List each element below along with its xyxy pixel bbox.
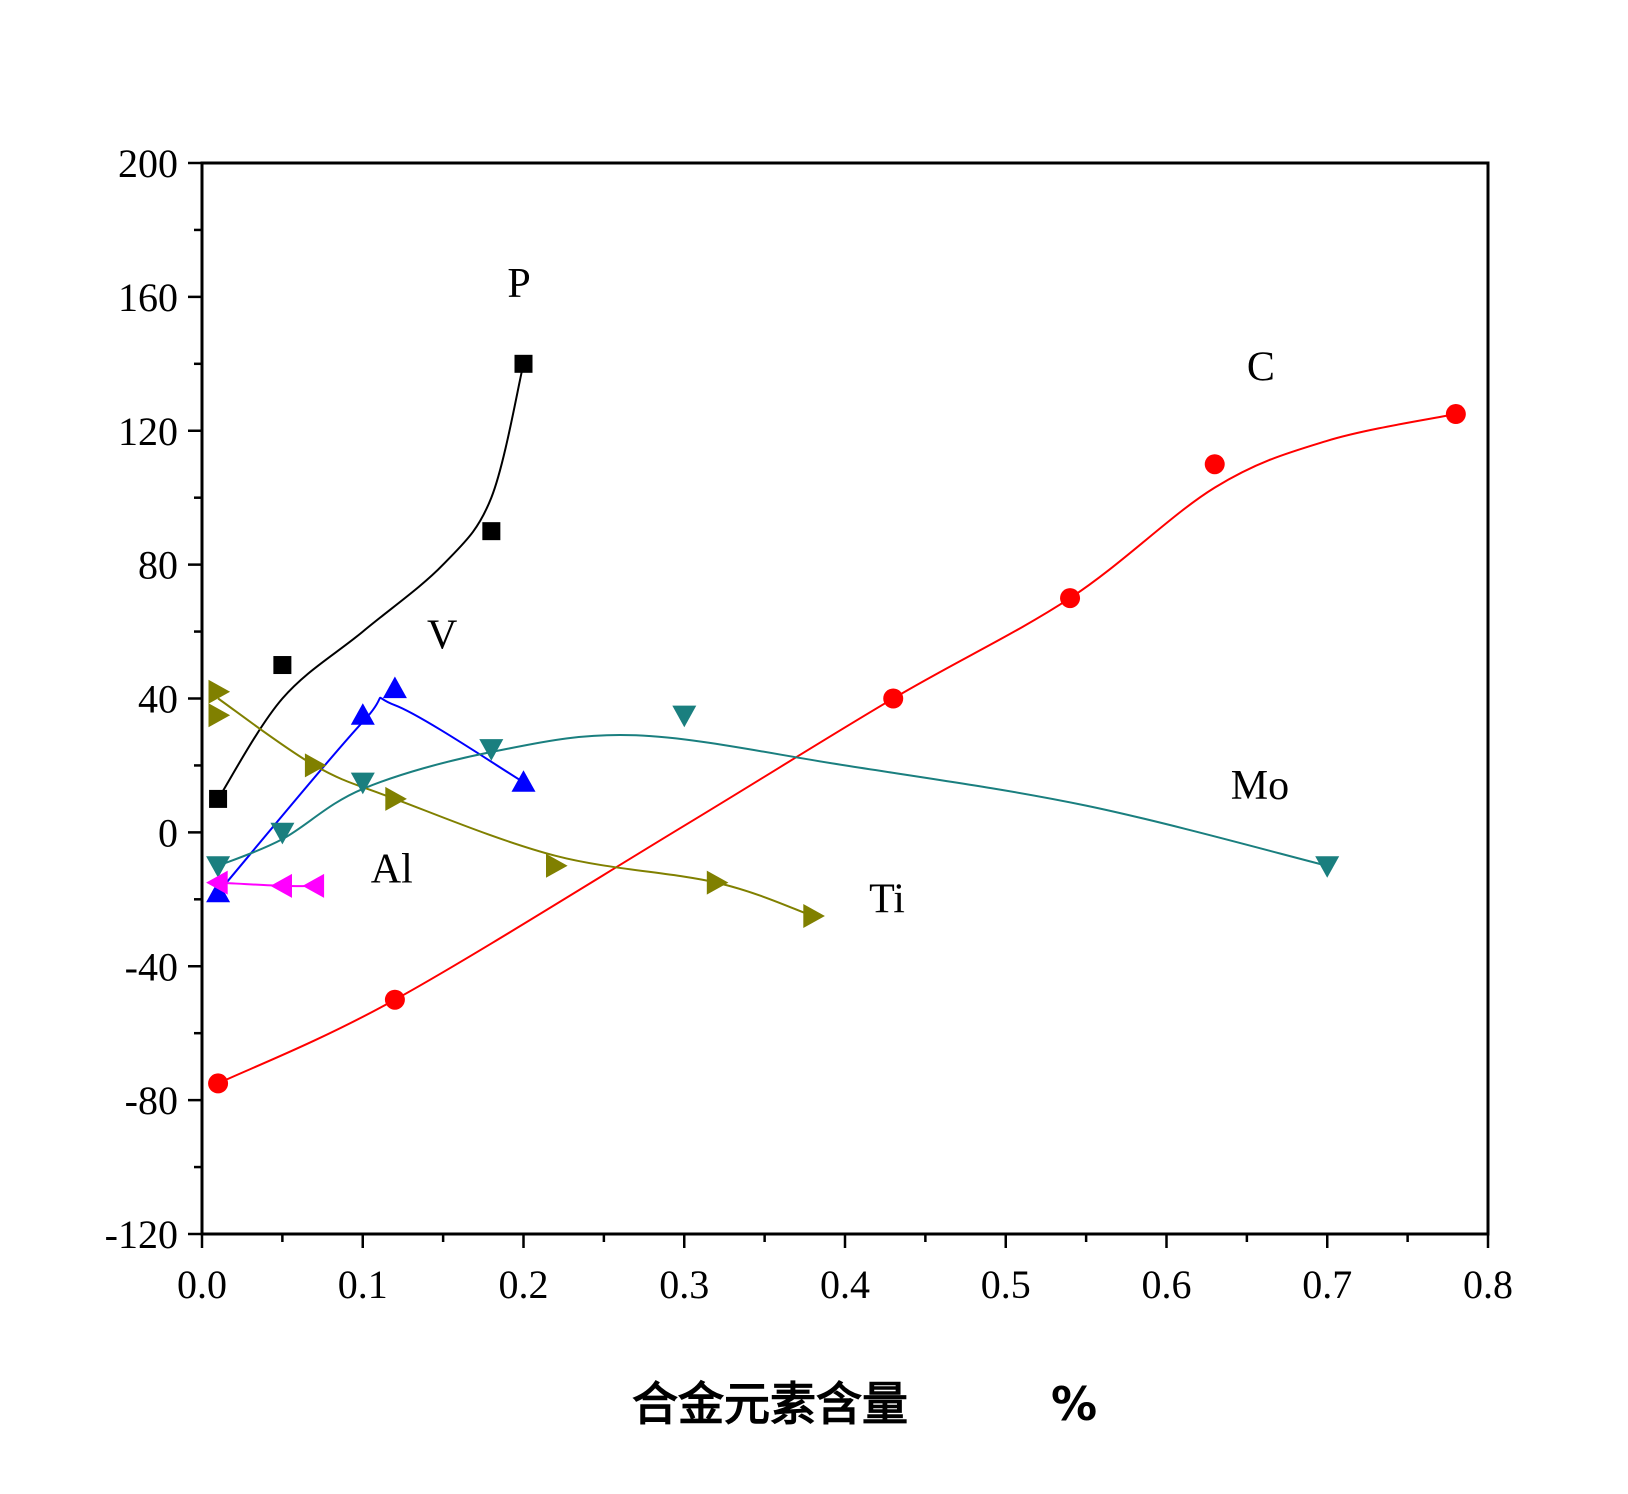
data-point-v [350,703,375,725]
y-tick-label: 80 [138,543,178,588]
data-point-mo [206,856,231,878]
series-label-ti: Ti [869,877,905,923]
data-point-p [209,789,228,808]
series-line-mo [217,734,1328,867]
x-tick-label: 0.3 [659,1262,709,1307]
series-label-al: Al [371,847,413,893]
data-point-c [1445,404,1466,425]
data-point-p [514,354,533,373]
data-point-mo [270,822,295,845]
data-point-mo [1315,856,1340,878]
data-point-c [1060,588,1081,609]
x-tick-label: 0.8 [1463,1262,1513,1307]
data-point-p [482,522,501,541]
x-tick-label: 0.2 [499,1262,549,1307]
fit-curves [217,363,1457,1085]
y-tick-label: 40 [138,677,178,722]
data-point-mo [479,739,504,761]
data-point-ti [706,870,729,895]
data-point-mo [672,705,697,728]
x-axis-label: 合金元素含量 [632,1377,908,1431]
y-tick-label: -80 [125,1078,178,1123]
series-label-p: P [507,261,530,307]
x-tick-label: 0.0 [177,1262,227,1307]
data-point-ti [208,703,231,728]
data-point-ti [803,904,825,928]
y-tick-label: 160 [118,275,178,320]
data-point-v [511,770,536,792]
data-point-ti [208,679,231,704]
series-line-p [217,363,525,800]
y-tick-label: 120 [118,409,178,454]
series-line-c [217,413,1457,1085]
data-point-v [382,676,407,699]
y-tick-label: 0 [158,810,178,855]
data-point-p [273,656,292,675]
data-point-ti [304,753,327,778]
y-tick-label: 200 [118,141,178,186]
y-tick-label: -120 [105,1212,178,1257]
x-axis-unit: % [1051,1377,1097,1431]
series-line-al [218,881,315,888]
data-point-al [270,873,292,898]
x-tick-label: 0.1 [338,1262,388,1307]
data-markers [206,354,1466,1094]
data-point-c [883,688,904,709]
data-point-c [208,1073,229,1094]
plot-frame [200,161,1490,1236]
data-point-ti [385,786,407,811]
x-tick-label: 0.6 [1142,1262,1192,1307]
data-point-c [1204,454,1225,475]
data-point-mo [350,772,375,795]
x-tick-label: 0.5 [981,1262,1031,1307]
data-point-v [206,880,231,903]
series-label-mo: Mo [1231,763,1289,809]
series-labels: P C V Mo Al Ti [371,261,1289,923]
data-point-c [384,989,405,1010]
axes: 0.0 0.1 0.2 0.3 0.4 0.5 0.6 0.7 0.8 -120 -80 -40 0 40… [105,141,1513,1307]
x-tick-label: 0.4 [820,1262,870,1307]
series-label-v: V [427,612,457,658]
data-point-ti [546,853,568,878]
data-point-al [302,873,325,898]
series-label-c: C [1247,345,1275,391]
x-tick-label: 0.7 [1302,1262,1352,1307]
data-point-al [206,870,228,895]
y-tick-label: -40 [125,944,178,989]
